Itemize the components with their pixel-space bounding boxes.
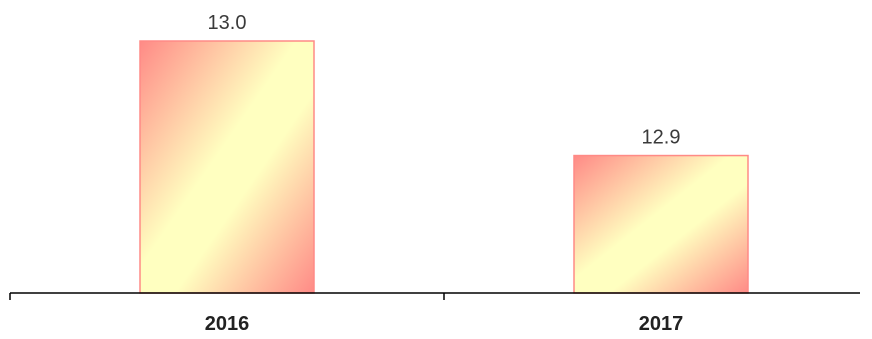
x-tick-label-2017: 2017 [639, 313, 684, 335]
x-axis-tick-labels-group: 2016 2017 [205, 313, 684, 335]
data-label-2016: 13.0 [208, 12, 247, 34]
value-labels-group: 13.0 12.9 [208, 12, 681, 149]
bar-2017 [573, 154, 749, 294]
bar-2016 [139, 40, 315, 294]
x-axis-ticks-group [9, 293, 445, 300]
data-label-2017: 12.9 [642, 127, 681, 149]
x-tick-label-2016: 2016 [205, 313, 250, 335]
bars-group [139, 40, 749, 294]
